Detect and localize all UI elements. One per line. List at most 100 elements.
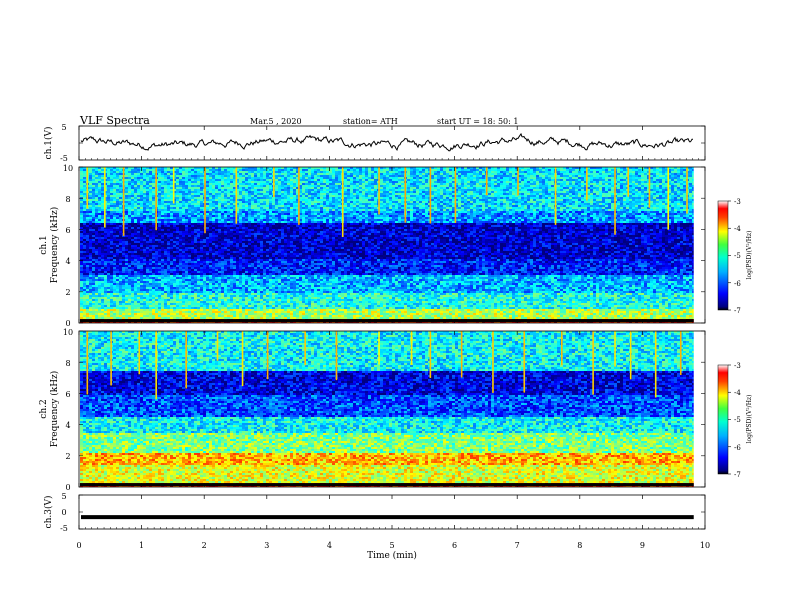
spectrogram-cell [446, 205, 449, 207]
spectrogram-cell [431, 195, 434, 197]
spectrogram-cell [566, 197, 569, 199]
spectrogram-cell [434, 195, 437, 197]
spectrogram-cell [650, 183, 653, 185]
spectrogram-cell [359, 197, 362, 199]
spectrogram-cell [221, 203, 224, 205]
spectrogram-cell [332, 195, 335, 197]
spectrogram-cell [287, 173, 290, 175]
spectrogram-cell [248, 209, 251, 211]
spectrogram-cell [656, 169, 659, 171]
spectrogram-cell [326, 207, 329, 209]
spectrogram-cell [317, 213, 320, 215]
spectrogram-cell [89, 189, 92, 191]
spectrogram-cell [446, 185, 449, 187]
spectrogram-cell [656, 173, 659, 175]
spectrogram-cell [626, 199, 629, 201]
spectrogram-cell [470, 201, 473, 203]
spectrogram-cell [464, 205, 467, 207]
spectrogram-cell [290, 179, 293, 181]
spectrogram-cell [158, 201, 161, 203]
spectrogram-cell [362, 201, 365, 203]
spectrogram-cell [509, 205, 512, 207]
spectrogram-cell [149, 203, 152, 205]
spectrogram-cell [110, 195, 113, 197]
spectrogram-cell [221, 175, 224, 177]
spectrogram-cell [185, 181, 188, 183]
spectrogram-cell [353, 197, 356, 199]
spectrogram-cell [473, 203, 476, 205]
spectrogram-cell [101, 209, 104, 211]
spectrogram-cell [560, 191, 563, 193]
spectrogram-cell [689, 185, 692, 187]
spectrogram-cell [170, 205, 173, 207]
spectrogram-cell [671, 183, 674, 185]
spectrogram-cell [398, 195, 401, 197]
spectrogram-cell [278, 183, 281, 185]
spectrogram-cell [539, 175, 542, 177]
spectrogram-cell [689, 187, 692, 189]
spectrogram-cell [617, 183, 620, 185]
spectrogram-cell [521, 197, 524, 199]
spectrogram-cell [251, 187, 254, 189]
spectrogram-cell [410, 169, 413, 171]
spectrogram-cell [215, 173, 218, 175]
spectrogram-cell [371, 183, 374, 185]
spectrogram-cell [683, 193, 686, 195]
spectrogram-cell [170, 209, 173, 211]
spectrogram-cell [557, 213, 560, 215]
spectrogram-cell [488, 209, 491, 211]
spectrogram-cell [176, 189, 179, 191]
spectrogram-cell [446, 197, 449, 199]
spectrogram-cell [308, 169, 311, 171]
spectrogram-cell [224, 181, 227, 183]
spectrogram-cell [632, 179, 635, 181]
spectrogram-cell [551, 203, 554, 205]
spectrogram-cell [410, 183, 413, 185]
spectrogram-cell [440, 177, 443, 179]
spectrogram-cell [395, 189, 398, 191]
spectrogram-cell [302, 185, 305, 187]
spectrogram-cell [98, 203, 101, 205]
spectrogram-cell [374, 205, 377, 207]
spectrogram-cell [494, 209, 497, 211]
spectrogram-cell [578, 213, 581, 215]
spectrogram-cell [431, 169, 434, 171]
spectrogram-cell [398, 197, 401, 199]
spectrogram-cell [602, 213, 605, 215]
spectrogram-cell [98, 191, 101, 193]
spectrogram-cell [560, 205, 563, 207]
spectrogram-cell [500, 179, 503, 181]
spectrogram-cell [608, 177, 611, 179]
spectrogram-cell [137, 185, 140, 187]
spectrogram-cell [515, 211, 518, 213]
spectrogram-cell [641, 187, 644, 189]
spectrogram-cell [425, 175, 428, 177]
spectrogram-cell [311, 193, 314, 195]
spectrogram-cell [677, 213, 680, 215]
spectrogram-cell [623, 181, 626, 183]
spectrogram-cell [446, 207, 449, 209]
spectrogram-cell [335, 209, 338, 211]
spectrogram-cell [422, 195, 425, 197]
spectrogram-cell [524, 203, 527, 205]
spectrogram-cell [317, 191, 320, 193]
spectrogram-cell [257, 181, 260, 183]
spectrogram-cell [146, 215, 149, 217]
spectrogram-cell [605, 209, 608, 211]
spectrogram-cell [650, 201, 653, 203]
spectrogram-cell [278, 181, 281, 183]
spectrogram-cell [146, 209, 149, 211]
spectrogram-cell [80, 185, 83, 187]
spectrogram-cell [605, 183, 608, 185]
spectrogram-cell [197, 191, 200, 193]
spectrogram-cell [500, 195, 503, 197]
spectrogram-cell [605, 169, 608, 171]
spectrogram-cell [422, 181, 425, 183]
spectrogram-cell [266, 175, 269, 177]
spectrogram-cell [179, 193, 182, 195]
spectrogram-cell [638, 181, 641, 183]
spectrogram-cell [335, 183, 338, 185]
spectrogram-cell [134, 189, 137, 191]
spectrogram-cell [212, 191, 215, 193]
spectrogram-cell [494, 171, 497, 173]
